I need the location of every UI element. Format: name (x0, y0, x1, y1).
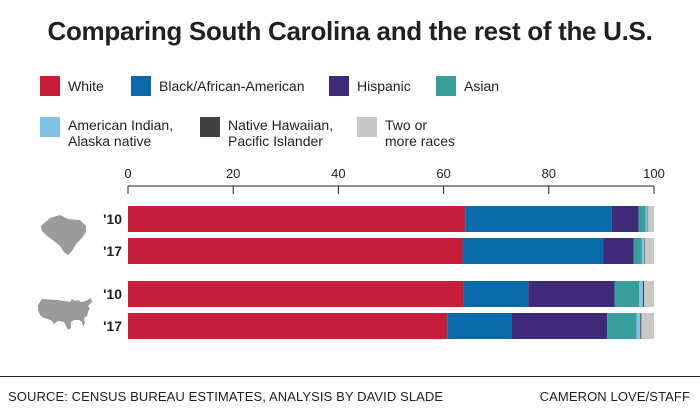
bar-segment (647, 206, 649, 232)
bar-segment (128, 238, 463, 264)
bar-segment (528, 281, 615, 307)
x-tick-label: 80 (542, 166, 556, 181)
legend-item-two-or-more: Two or more races (357, 117, 455, 149)
x-tick-label: 40 (331, 166, 345, 181)
bar-segment (644, 281, 654, 307)
legend-label: Native Hawaiian, Pacific Islander (228, 117, 334, 149)
bar-segment (447, 313, 512, 339)
bar-segment (611, 206, 639, 232)
legend-label: Two or more races (385, 117, 456, 149)
bar-segment (636, 313, 641, 339)
footer-divider (0, 376, 700, 377)
source-note: SOURCE: CENSUS BUREAU ESTIMATES, ANALYSI… (8, 389, 444, 404)
bar-segment (128, 281, 464, 307)
bar-segment (642, 281, 645, 307)
bar-segment (462, 238, 604, 264)
bars-group (128, 206, 654, 339)
bar-segment (645, 206, 648, 232)
legend-item-asian: Asian (436, 76, 499, 96)
bar-segment (465, 206, 612, 232)
bar-segment (128, 313, 448, 339)
x-axis: 0 20 40 60 80 100 (124, 166, 665, 194)
legend-swatch (357, 117, 377, 137)
bar-segment (128, 206, 466, 232)
legend-item-hispanic: Hispanic (329, 76, 411, 96)
x-tick-label: 20 (226, 166, 240, 181)
legend-item-american-indian: American Indian, Alaska native (40, 117, 173, 149)
legend-swatch (40, 117, 60, 137)
legend-label: Asian (464, 78, 500, 94)
credit-note: CAMERON LOVE/STAFF (539, 389, 690, 404)
legend-swatch (329, 76, 349, 96)
bar-segment (638, 206, 646, 232)
row-label: '10 (103, 286, 122, 302)
south-carolina-map-icon (41, 215, 86, 255)
bar-segment (614, 281, 640, 307)
row-label: '10 (103, 211, 122, 227)
bar-segment (463, 281, 529, 307)
bar-segment (639, 281, 643, 307)
x-tick-label: 0 (124, 166, 131, 181)
bar-segment (641, 238, 645, 264)
legend-item-white: White (40, 76, 104, 96)
bar-segment (644, 238, 645, 264)
x-tick-label: 100 (643, 166, 665, 181)
bar-segment (603, 238, 634, 264)
bar-segment (641, 313, 654, 339)
bar-segment (511, 313, 608, 339)
bar-segment (607, 313, 637, 339)
legend-label: American Indian, Alaska native (68, 117, 174, 149)
legend-swatch (40, 76, 60, 96)
row-labels: '10 '17 '10 '17 (103, 211, 122, 334)
legend-label: White (68, 78, 104, 94)
legend-item-native-hawaiian: Native Hawaiian, Pacific Islander (200, 117, 333, 149)
legend-swatch (131, 76, 151, 96)
x-tick-label: 60 (436, 166, 450, 181)
row-label: '17 (103, 243, 122, 259)
bar-segment (640, 313, 642, 339)
legend-swatch (200, 117, 220, 137)
legend-label: Hispanic (357, 78, 411, 94)
legend-swatch (436, 76, 456, 96)
usa-map-icon (38, 298, 92, 330)
bar-segment (648, 206, 654, 232)
chart-title: Comparing South Carolina and the rest of… (47, 16, 653, 46)
legend-item-black: Black/African-American (131, 76, 305, 96)
legend-label: Black/African-American (159, 78, 305, 94)
bar-segment (644, 238, 654, 264)
row-label: '17 (103, 318, 122, 334)
bar-segment (633, 238, 642, 264)
